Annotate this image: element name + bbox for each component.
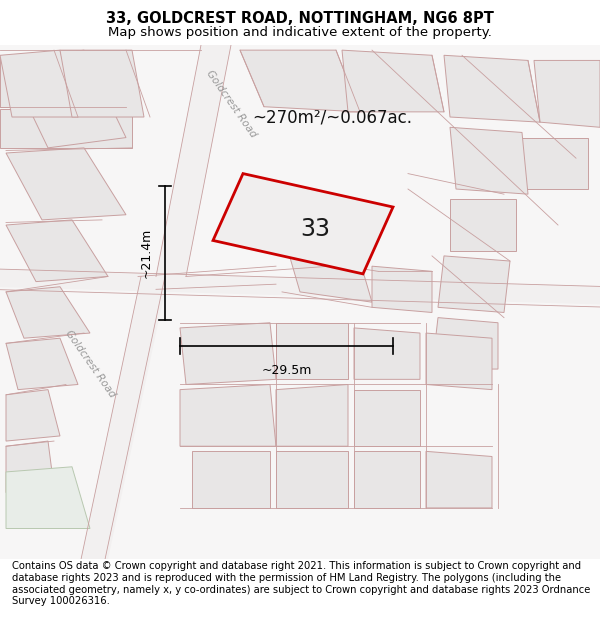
Polygon shape — [354, 328, 420, 379]
Polygon shape — [60, 50, 144, 117]
Polygon shape — [444, 55, 540, 122]
Polygon shape — [426, 333, 492, 389]
Polygon shape — [6, 338, 78, 389]
Polygon shape — [288, 251, 372, 302]
Polygon shape — [354, 389, 420, 446]
Polygon shape — [354, 451, 420, 508]
Text: 33: 33 — [300, 217, 330, 241]
Polygon shape — [0, 269, 600, 305]
Text: ~21.4m: ~21.4m — [140, 228, 153, 279]
Polygon shape — [276, 384, 348, 446]
Polygon shape — [6, 220, 108, 282]
Polygon shape — [438, 256, 510, 312]
Polygon shape — [0, 109, 132, 148]
Polygon shape — [6, 50, 126, 148]
Polygon shape — [240, 50, 360, 112]
Polygon shape — [6, 389, 60, 441]
Polygon shape — [276, 451, 348, 508]
Polygon shape — [450, 127, 528, 194]
Polygon shape — [534, 61, 600, 127]
Polygon shape — [450, 199, 516, 251]
Polygon shape — [6, 467, 90, 529]
Polygon shape — [156, 45, 231, 276]
Text: Goldcrest Road: Goldcrest Road — [204, 69, 258, 139]
Text: Goldcrest Road: Goldcrest Road — [63, 328, 117, 399]
Polygon shape — [342, 50, 444, 112]
Text: 33, GOLDCREST ROAD, NOTTINGHAM, NG6 8PT: 33, GOLDCREST ROAD, NOTTINGHAM, NG6 8PT — [106, 11, 494, 26]
Polygon shape — [192, 451, 270, 508]
Text: Map shows position and indicative extent of the property.: Map shows position and indicative extent… — [108, 26, 492, 39]
Polygon shape — [426, 451, 492, 508]
Polygon shape — [372, 266, 432, 312]
Polygon shape — [6, 148, 126, 220]
Text: ~29.5m: ~29.5m — [262, 364, 311, 377]
Polygon shape — [504, 138, 588, 189]
Polygon shape — [0, 55, 132, 107]
Polygon shape — [180, 322, 276, 384]
Polygon shape — [180, 384, 276, 446]
Polygon shape — [276, 322, 348, 379]
Polygon shape — [6, 441, 54, 493]
Polygon shape — [432, 318, 498, 369]
Text: Contains OS data © Crown copyright and database right 2021. This information is : Contains OS data © Crown copyright and d… — [12, 561, 590, 606]
Text: ~270m²/~0.067ac.: ~270m²/~0.067ac. — [252, 108, 412, 126]
Polygon shape — [213, 174, 393, 274]
Polygon shape — [6, 287, 90, 338]
Polygon shape — [0, 50, 78, 117]
Polygon shape — [81, 276, 168, 559]
